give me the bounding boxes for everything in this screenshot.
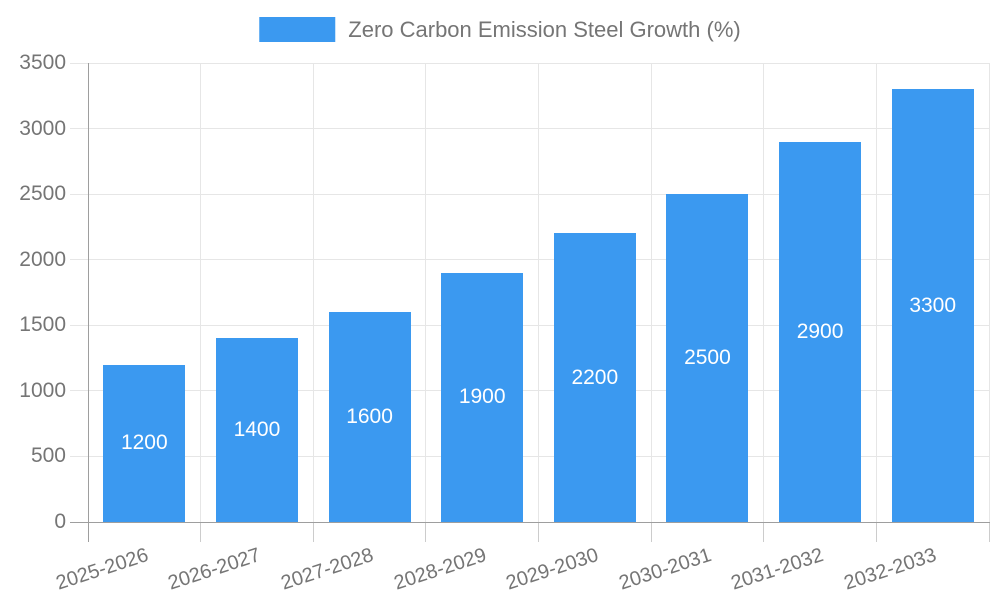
bar[interactable]: 2500 — [666, 194, 749, 522]
legend-label: Zero Carbon Emission Steel Growth (%) — [348, 17, 741, 42]
x-tick-label: 2027-2028 — [278, 544, 377, 595]
x-axis-tick — [425, 522, 427, 542]
x-axis-line — [70, 522, 990, 523]
x-axis-tick — [650, 522, 652, 542]
x-tick-label: 2028-2029 — [390, 544, 489, 595]
bar[interactable]: 2200 — [553, 233, 636, 522]
bar-value-label: 1200 — [120, 431, 168, 455]
bar[interactable]: 2900 — [779, 141, 862, 522]
x-tick-label: 2031-2032 — [728, 544, 827, 595]
bar[interactable]: 1600 — [328, 312, 411, 522]
legend-item[interactable]: Zero Carbon Emission Steel Growth (%) — [259, 17, 741, 42]
x-tick-label: 2032-2033 — [841, 544, 940, 595]
bar-value-label: 3300 — [909, 293, 957, 317]
y-axis-tick — [70, 62, 88, 64]
y-tick-label: 0 — [54, 510, 66, 533]
bar-value-label: 2500 — [684, 346, 731, 370]
y-axis-tick — [70, 128, 88, 130]
y-tick-label: 1000 — [19, 378, 66, 402]
y-axis-tick — [70, 390, 88, 392]
y-tick-label: 1500 — [19, 313, 66, 337]
bar-value-label: 1600 — [346, 405, 393, 429]
bar-value-label: 1400 — [233, 418, 281, 442]
x-axis-tick — [988, 522, 990, 542]
vertical-gridline — [988, 63, 990, 522]
vertical-gridline — [763, 63, 765, 522]
bar[interactable]: 3300 — [891, 89, 974, 522]
y-tick-label: 2500 — [19, 182, 66, 206]
bar[interactable]: 1400 — [215, 338, 298, 522]
x-axis-tick — [200, 522, 202, 542]
legend-swatch — [259, 17, 336, 42]
x-tick-label: 2029-2030 — [503, 544, 602, 595]
vertical-gridline — [538, 63, 539, 522]
y-axis-tick — [70, 259, 88, 261]
x-tick-label: 2030-2031 — [616, 544, 714, 595]
vertical-gridline — [425, 63, 427, 522]
y-tick-label: 3000 — [19, 116, 66, 140]
plot-area: 0 500 1000 1500 2000 2500 3000 3500 1200 1400 1600… — [19, 52, 990, 595]
y-axis-tick — [70, 455, 88, 457]
x-tick-label: 2026-2027 — [165, 544, 264, 595]
x-tick-label: 2025-2026 — [53, 544, 151, 595]
x-axis-tick — [312, 522, 314, 542]
x-axis-tick — [538, 522, 539, 542]
bar-value-label: 2900 — [796, 319, 844, 343]
x-axis-tick — [875, 522, 877, 542]
bar-value-label: 2200 — [571, 365, 619, 389]
y-axis-tick — [70, 324, 88, 326]
y-tick-label: 500 — [30, 444, 66, 468]
bar-value-label: 1900 — [458, 385, 506, 409]
vertical-gridline — [650, 63, 652, 522]
bar[interactable]: 1900 — [441, 272, 524, 522]
y-tick-label: 2000 — [19, 247, 66, 271]
bar[interactable]: 1200 — [103, 364, 186, 522]
x-axis-tick — [763, 522, 765, 542]
vertical-gridline — [875, 63, 877, 522]
y-axis-line — [88, 63, 89, 542]
vertical-gridline — [200, 63, 202, 522]
y-axis-tick — [70, 193, 88, 195]
vertical-gridline — [312, 63, 314, 522]
y-tick-label: 3500 — [19, 51, 66, 74]
